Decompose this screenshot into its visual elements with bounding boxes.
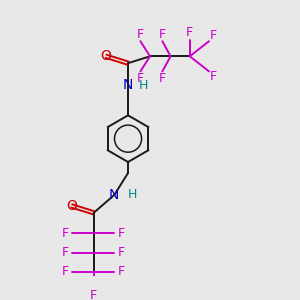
Text: H: H	[128, 188, 137, 201]
Text: F: F	[159, 72, 166, 85]
Text: F: F	[186, 26, 194, 40]
Text: H: H	[138, 79, 148, 92]
Text: F: F	[61, 227, 68, 240]
Text: N: N	[123, 78, 133, 92]
Text: F: F	[210, 70, 217, 83]
Text: F: F	[210, 29, 217, 42]
Text: F: F	[137, 28, 144, 41]
Text: F: F	[61, 246, 68, 259]
Text: F: F	[118, 265, 125, 278]
Text: F: F	[61, 265, 68, 278]
Text: F: F	[137, 72, 144, 85]
Text: F: F	[118, 246, 125, 259]
Text: O: O	[100, 49, 112, 63]
Text: F: F	[90, 289, 97, 300]
Text: F: F	[118, 227, 125, 240]
Text: F: F	[159, 28, 166, 41]
Text: O: O	[66, 199, 77, 213]
Text: N: N	[109, 188, 119, 202]
